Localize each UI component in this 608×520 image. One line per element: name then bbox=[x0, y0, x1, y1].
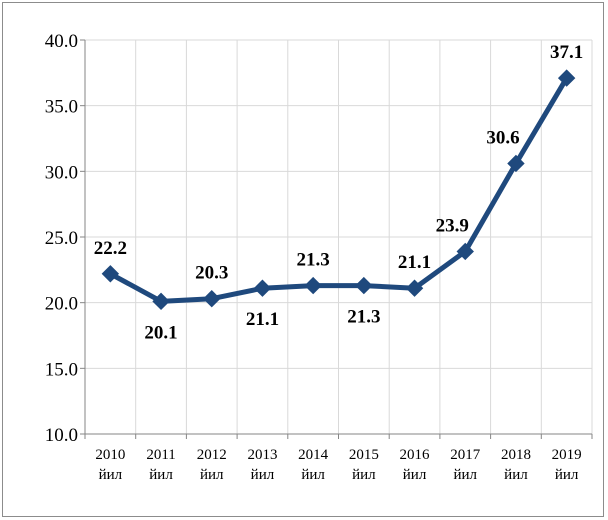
data-label: 20.3 bbox=[195, 263, 228, 284]
x-tick-label: 2018 bbox=[501, 447, 531, 463]
data-point-marker bbox=[204, 291, 220, 307]
x-tick-label: йил bbox=[200, 467, 224, 483]
x-tick-label: 2012 bbox=[197, 447, 227, 463]
data-label: 21.1 bbox=[246, 309, 279, 330]
x-tick-label: йил bbox=[555, 467, 579, 483]
y-tick-label: 10.0 bbox=[45, 425, 78, 446]
data-point-marker bbox=[356, 278, 372, 294]
x-tick-label: йил bbox=[301, 467, 325, 483]
y-tick-label: 35.0 bbox=[45, 97, 78, 118]
data-label: 21.1 bbox=[398, 252, 431, 273]
x-tick-label: 2015 bbox=[349, 447, 379, 463]
x-tick-label: 2013 bbox=[247, 447, 277, 463]
data-label: 22.2 bbox=[94, 238, 127, 259]
y-tick-label: 30.0 bbox=[45, 162, 78, 183]
x-tick-label: йил bbox=[403, 467, 427, 483]
x-tick-label: 2016 bbox=[400, 447, 431, 463]
x-tick-label: йил bbox=[149, 467, 173, 483]
x-tick-label: йил bbox=[99, 467, 123, 483]
x-tick-label: 2010 bbox=[95, 447, 125, 463]
data-label: 21.3 bbox=[297, 250, 330, 271]
x-tick-label: йил bbox=[352, 467, 376, 483]
x-tick-label: йил bbox=[504, 467, 528, 483]
x-tick-label: 2017 bbox=[450, 447, 481, 463]
x-tick-label: 2014 bbox=[298, 447, 329, 463]
y-tick-label: 15.0 bbox=[45, 359, 78, 380]
data-label: 30.6 bbox=[486, 127, 519, 148]
data-label: 20.1 bbox=[144, 322, 177, 343]
y-tick-label: 40.0 bbox=[45, 31, 78, 52]
data-label: 23.9 bbox=[436, 215, 469, 236]
x-tick-label: 2019 bbox=[552, 447, 582, 463]
x-tick-label: йил bbox=[453, 467, 477, 483]
data-label: 21.3 bbox=[347, 307, 380, 328]
x-tick-label: 2011 bbox=[146, 447, 175, 463]
data-label: 37.1 bbox=[550, 42, 583, 63]
data-point-marker bbox=[254, 280, 270, 296]
data-point-marker bbox=[305, 278, 321, 294]
y-tick-label: 25.0 bbox=[45, 228, 78, 249]
y-tick-label: 20.0 bbox=[45, 294, 78, 315]
x-tick-label: йил bbox=[251, 467, 275, 483]
